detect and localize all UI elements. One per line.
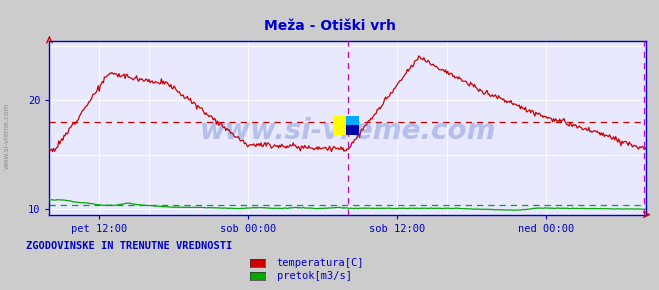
Text: www.si-vreme.com: www.si-vreme.com: [200, 117, 496, 145]
FancyBboxPatch shape: [346, 116, 359, 135]
Text: Meža - Otiški vrh: Meža - Otiški vrh: [264, 19, 395, 33]
Text: temperatura[C]: temperatura[C]: [277, 258, 364, 268]
Text: ZGODOVINSKE IN TRENUTNE VREDNOSTI: ZGODOVINSKE IN TRENUTNE VREDNOSTI: [26, 241, 233, 251]
FancyBboxPatch shape: [333, 116, 346, 135]
FancyBboxPatch shape: [346, 125, 359, 135]
Text: www.si-vreme.com: www.si-vreme.com: [3, 103, 10, 169]
Text: pretok[m3/s]: pretok[m3/s]: [277, 271, 352, 281]
